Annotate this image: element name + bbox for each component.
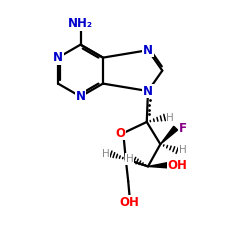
- Text: N: N: [143, 44, 153, 57]
- Text: F: F: [178, 122, 186, 135]
- Polygon shape: [148, 162, 169, 168]
- Text: N: N: [53, 51, 63, 64]
- Text: H: H: [126, 154, 133, 164]
- Polygon shape: [160, 126, 178, 144]
- Text: N: N: [143, 84, 153, 98]
- Text: O: O: [115, 126, 125, 140]
- Text: H: H: [179, 146, 186, 156]
- Text: NH₂: NH₂: [68, 17, 93, 30]
- Text: N: N: [76, 90, 86, 103]
- Text: OH: OH: [120, 196, 140, 209]
- Text: OH: OH: [168, 159, 188, 172]
- Text: H: H: [166, 112, 174, 122]
- Text: H: H: [102, 149, 109, 159]
